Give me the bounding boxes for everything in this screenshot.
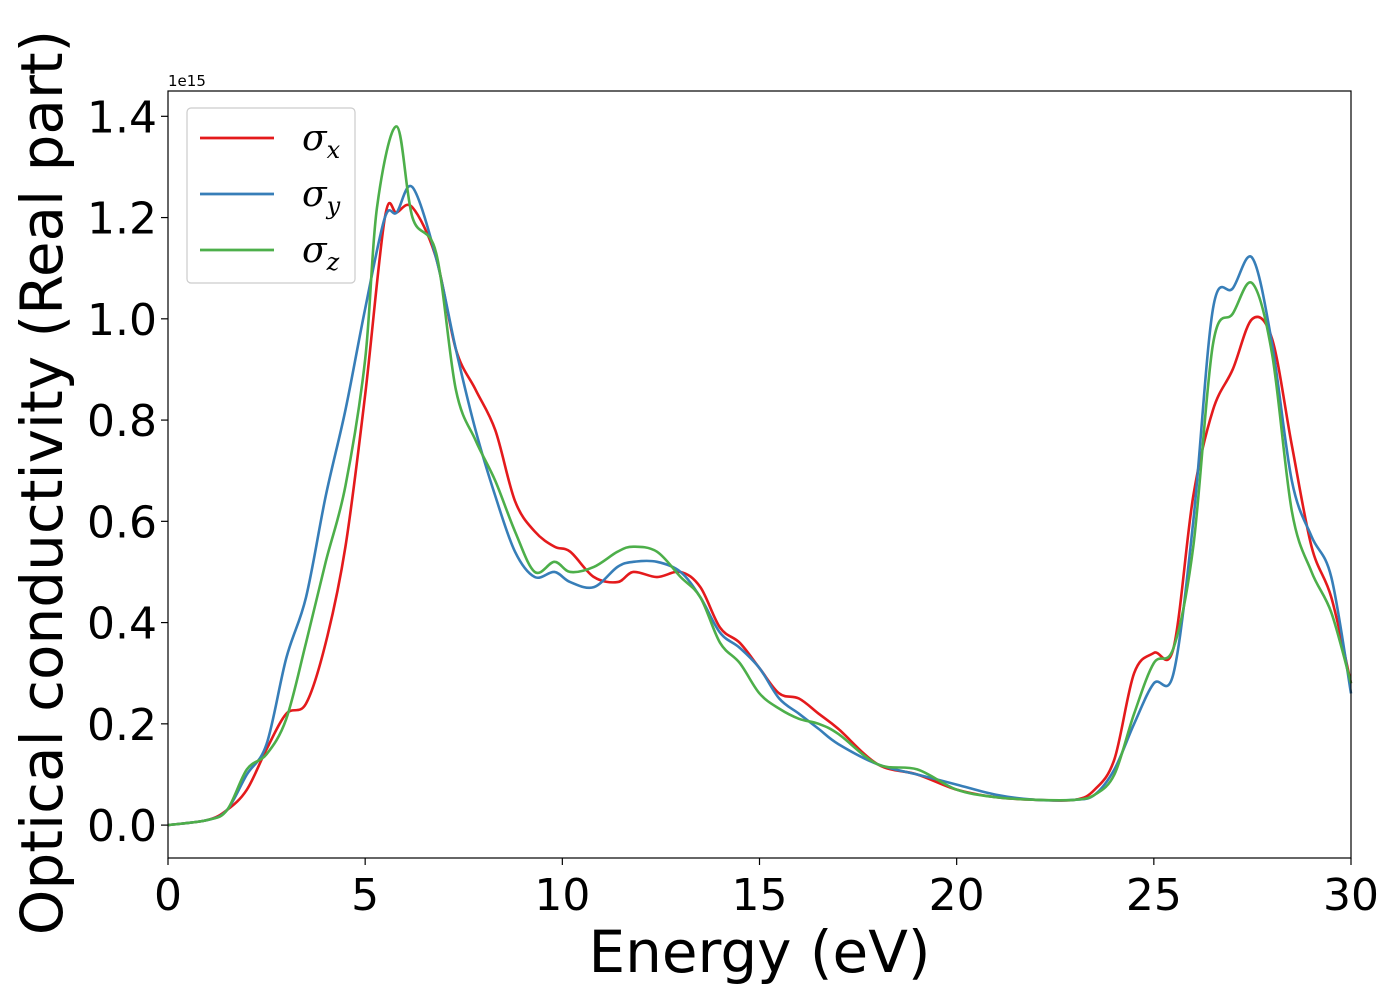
x-axis-title: Energy (eV) [588,918,930,986]
x-tick-label: 20 [929,870,985,921]
x-tick-label: 5 [351,870,379,921]
x-tick-label: 0 [154,870,182,921]
y-tick-label: 1.2 [87,194,157,245]
y-tick-label: 0.0 [87,801,157,852]
series-line-x [167,201,1353,827]
legend-label-y: σy [302,174,341,220]
y-tick-label: 0.6 [87,497,157,548]
x-axis-ticks: 0 5 10 15 20 25 30 [154,858,1379,921]
series-line-y [167,184,1353,827]
series-line-z [167,125,1353,827]
y-tick-label: 0.8 [87,396,157,447]
y-tick-label: 1.0 [87,295,157,346]
series-layer [167,125,1353,827]
x-tick-label: 30 [1323,870,1379,921]
x-tick-label: 10 [534,870,590,921]
y-axis-title: Optical conductivity (Real part) [8,30,76,935]
y-tick-label: 0.2 [87,700,157,751]
y-offset-text: 1e15 [168,72,206,90]
y-tick-label: 0.4 [87,599,157,650]
x-tick-label: 25 [1126,870,1182,921]
x-tick-label: 15 [732,870,788,921]
y-axis-ticks: 0.0 0.2 0.4 0.6 0.8 1.0 1.2 1.4 [87,92,168,852]
legend-frame [186,107,356,284]
y-tick-label: 1.4 [87,92,157,143]
plot-area [168,91,1351,858]
